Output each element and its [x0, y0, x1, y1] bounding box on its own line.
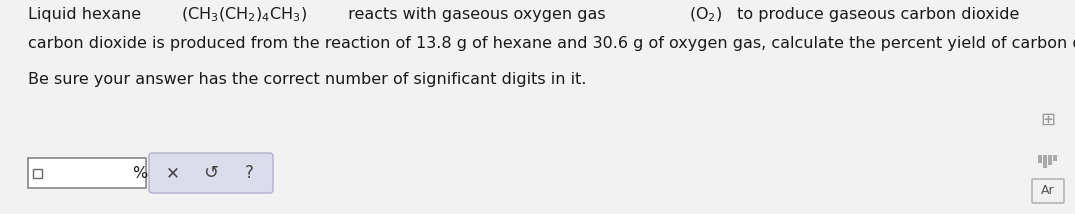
Text: ⊞: ⊞: [1041, 111, 1056, 129]
FancyBboxPatch shape: [1048, 155, 1052, 165]
FancyBboxPatch shape: [1043, 155, 1047, 168]
FancyBboxPatch shape: [1032, 179, 1064, 203]
Text: carbon dioxide is produced from the reaction of 13.8 g of hexane and 30.6 g of o: carbon dioxide is produced from the reac…: [28, 36, 1075, 51]
Text: $\left(\mathrm{CH_3(CH_2)_4CH_3}\right)$: $\left(\mathrm{CH_3(CH_2)_4CH_3}\right)$: [181, 5, 306, 24]
Text: ?: ?: [244, 164, 254, 182]
Text: reacts with gaseous oxygen gas: reacts with gaseous oxygen gas: [343, 7, 611, 22]
FancyBboxPatch shape: [149, 153, 273, 193]
Text: ↺: ↺: [203, 164, 218, 182]
Text: $\left(\mathrm{O_2}\right)$: $\left(\mathrm{O_2}\right)$: [689, 5, 722, 24]
Text: Be sure your answer has the correct number of significant digits in it.: Be sure your answer has the correct numb…: [28, 72, 587, 87]
Text: %: %: [132, 165, 147, 180]
FancyBboxPatch shape: [33, 168, 42, 177]
Text: Ar: Ar: [1042, 184, 1055, 198]
FancyBboxPatch shape: [28, 158, 146, 188]
FancyBboxPatch shape: [1054, 155, 1057, 161]
Text: ✕: ✕: [167, 164, 181, 182]
FancyBboxPatch shape: [1038, 155, 1042, 163]
Text: to produce gaseous carbon dioxide: to produce gaseous carbon dioxide: [732, 7, 1024, 22]
Text: Liquid hexane: Liquid hexane: [28, 7, 146, 22]
